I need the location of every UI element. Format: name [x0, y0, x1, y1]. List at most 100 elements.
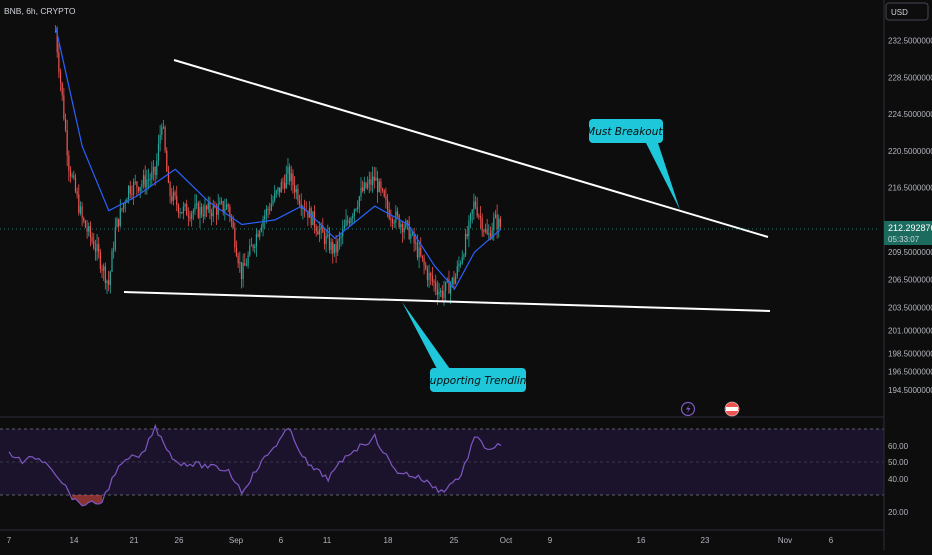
candle-down	[206, 205, 208, 210]
rsi-axis[interactable]: 60.00 50.00 40.00 20.00	[888, 442, 909, 517]
candle-up	[494, 214, 497, 218]
candle-up	[182, 206, 184, 214]
candle-up	[406, 220, 409, 222]
candle-up	[368, 179, 370, 184]
candle-up	[330, 242, 332, 251]
candle-up	[162, 127, 165, 129]
candle-up	[337, 240, 339, 253]
lightning-icon[interactable]	[680, 401, 696, 417]
candle-up	[207, 203, 209, 210]
candle-up	[345, 220, 347, 226]
candle-down	[58, 52, 60, 72]
candle-up	[254, 246, 256, 248]
candle-down	[64, 118, 67, 131]
candle-up	[249, 245, 251, 256]
currency-button[interactable]: USD	[885, 2, 929, 21]
candle-up	[239, 262, 241, 264]
candle-down	[481, 217, 483, 231]
candle-down	[129, 185, 131, 194]
candle-down	[370, 179, 372, 185]
candle-up	[275, 190, 277, 193]
candle-down	[187, 215, 189, 217]
breakout-callout-box	[589, 119, 663, 143]
candle-down	[234, 227, 236, 248]
candle-down	[93, 241, 95, 249]
candle-down	[448, 279, 450, 294]
currency-button-box[interactable]	[885, 2, 929, 21]
candle-down	[136, 181, 138, 188]
candle-down	[322, 225, 324, 233]
time-tick-label: 25	[450, 536, 459, 545]
candle-down	[177, 204, 179, 213]
candle-up	[443, 291, 445, 298]
candle-up	[116, 218, 118, 228]
rsi-tick-label: 40.00	[888, 475, 909, 484]
candle-up	[469, 213, 472, 221]
candle-up	[119, 208, 121, 226]
candle-up	[411, 232, 414, 235]
candle-down	[56, 31, 58, 53]
support-callout[interactable]: Supporting Trendline	[402, 302, 533, 392]
price-axis[interactable]: 232.50000000 228.50000000 224.50000000 220.…	[888, 37, 932, 396]
event-flag-icon[interactable]	[724, 401, 740, 417]
candle-down	[365, 182, 367, 188]
candle-up	[250, 245, 253, 247]
upper-trendline[interactable]	[173, 59, 769, 238]
countdown-label: 05:33:07	[888, 235, 920, 244]
candle-up	[259, 231, 261, 237]
price-tick-label: 220.50000000	[888, 147, 932, 156]
price-tick-label: 209.50000000	[888, 248, 932, 257]
lower-trendline[interactable]	[123, 291, 771, 312]
time-tick-label: Oct	[500, 536, 513, 545]
candle-down	[83, 218, 85, 221]
candle-up	[260, 227, 262, 232]
candle-down	[181, 212, 183, 214]
candle-up	[375, 177, 377, 181]
candle-up	[280, 182, 282, 193]
candle-down	[383, 190, 385, 197]
current-price-badge: 212.29287641 05:33:07	[884, 221, 932, 245]
breakout-callout-label: Must Breakout.	[586, 126, 666, 138]
candle-down	[398, 215, 400, 228]
candle-up	[450, 284, 452, 294]
candle-down	[376, 177, 379, 193]
rsi-tick-label: 50.00	[888, 458, 909, 467]
candle-up	[123, 203, 125, 209]
candle-down	[425, 264, 427, 269]
candle-up	[114, 227, 116, 250]
candle-down	[421, 255, 424, 259]
candle-down	[317, 231, 319, 235]
candle-up	[438, 291, 440, 295]
candle-up	[355, 208, 357, 210]
time-tick-label: Sep	[229, 536, 244, 545]
candle-down	[186, 204, 188, 216]
candle-up	[220, 201, 223, 203]
candle-up	[372, 176, 374, 185]
candle-up	[488, 233, 490, 235]
candle-down	[435, 282, 437, 290]
candle-up	[473, 201, 475, 210]
time-axis[interactable]: 7 14 21 26 Sep 6 11 18 25 Oct 9 16 23 Nov 6	[7, 536, 834, 545]
candle-down	[230, 216, 233, 221]
moving-average-line	[55, 26, 502, 290]
rsi-tick-label: 60.00	[888, 442, 909, 451]
candle-down	[99, 252, 101, 269]
candle-down	[78, 194, 80, 213]
time-tick-label: 7	[7, 536, 12, 545]
candle-down	[362, 187, 364, 192]
candle-down	[436, 289, 438, 295]
candle-down	[94, 248, 96, 252]
candle-up	[151, 171, 153, 179]
candle-up	[262, 219, 264, 228]
candle-up	[491, 230, 493, 239]
rsi-pane[interactable]	[0, 423, 884, 507]
candle-down	[380, 181, 382, 189]
breakout-callout[interactable]: Must Breakout.	[586, 119, 680, 210]
candle-up	[141, 184, 143, 187]
candle-up	[363, 182, 365, 192]
candle-down	[227, 204, 229, 207]
candle-down	[174, 192, 176, 196]
candle-up	[285, 174, 287, 189]
